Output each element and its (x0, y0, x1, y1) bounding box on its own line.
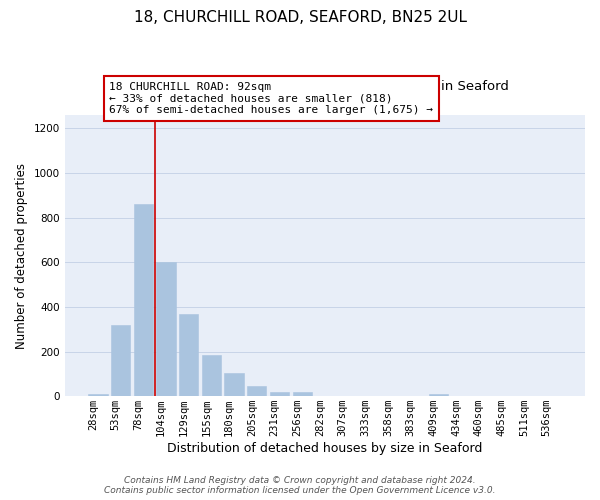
Bar (179, 314, 199, 396)
Title: Size of property relative to detached houses in Seaford: Size of property relative to detached ho… (140, 80, 509, 93)
Text: 18, CHURCHILL ROAD, SEAFORD, BN25 2UL: 18, CHURCHILL ROAD, SEAFORD, BN25 2UL (133, 10, 467, 25)
Text: 18 CHURCHILL ROAD: 92sqm
← 33% of detached houses are smaller (818)
67% of semi-: 18 CHURCHILL ROAD: 92sqm ← 33% of detach… (109, 82, 433, 115)
Bar (202, 355, 221, 396)
Bar (270, 392, 289, 396)
Bar (247, 386, 266, 396)
Bar (134, 204, 153, 396)
Bar (224, 372, 244, 396)
Bar (428, 394, 448, 396)
Bar (293, 392, 312, 396)
Bar (157, 262, 176, 396)
Text: Contains HM Land Registry data © Crown copyright and database right 2024.
Contai: Contains HM Land Registry data © Crown c… (104, 476, 496, 495)
X-axis label: Distribution of detached houses by size in Seaford: Distribution of detached houses by size … (167, 442, 482, 455)
Bar (111, 325, 130, 396)
Y-axis label: Number of detached properties: Number of detached properties (15, 162, 28, 348)
Bar (88, 394, 107, 396)
